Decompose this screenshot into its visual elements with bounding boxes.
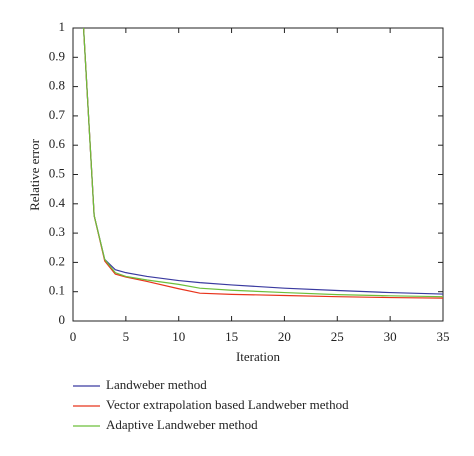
- x-tick-label: 10: [172, 329, 185, 344]
- series-line: [82, 27, 444, 298]
- x-tick-label: 30: [384, 329, 397, 344]
- x-tick-label: 35: [437, 329, 450, 344]
- y-tick-label: 0: [59, 312, 66, 327]
- x-tick-label: 5: [123, 329, 130, 344]
- y-tick-label: 0.7: [49, 107, 66, 122]
- x-tick-label: 0: [70, 329, 77, 344]
- y-tick-label: 0.3: [49, 224, 65, 239]
- y-axis-label: Relative error: [27, 138, 42, 210]
- y-tick-label: 0.9: [49, 48, 65, 63]
- legend-label: Vector extrapolation based Landweber met…: [106, 397, 349, 412]
- x-tick-label: 20: [278, 329, 291, 344]
- y-tick-label: 0.5: [49, 165, 65, 180]
- legend-label: Adaptive Landweber method: [106, 417, 258, 432]
- y-tick-label: 0.8: [49, 78, 65, 93]
- x-tick-label: 25: [331, 329, 344, 344]
- series-line: [82, 27, 444, 295]
- y-tick-label: 0.2: [49, 253, 65, 268]
- x-axis-label: Iteration: [236, 349, 281, 364]
- x-tick-label: 15: [225, 329, 238, 344]
- series-line: [82, 27, 444, 299]
- y-tick-label: 0.6: [49, 136, 66, 151]
- y-tick-label: 0.4: [49, 195, 66, 210]
- y-tick-label: 0.1: [49, 283, 65, 298]
- legend-label: Landweber method: [106, 377, 207, 392]
- y-tick-label: 1: [59, 19, 66, 34]
